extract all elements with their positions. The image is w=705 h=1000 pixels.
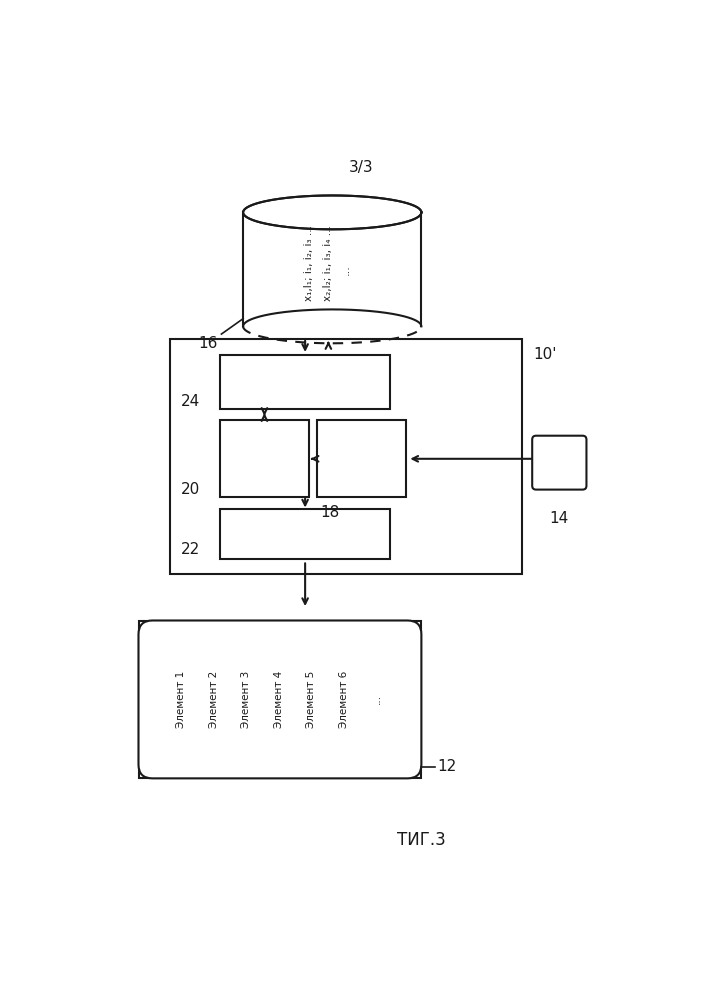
Bar bbox=[169, 339, 522, 574]
FancyBboxPatch shape bbox=[138, 620, 422, 778]
Bar bbox=[138, 620, 422, 778]
Text: Элемент 2: Элемент 2 bbox=[209, 671, 219, 728]
Text: Элемент 6: Элемент 6 bbox=[339, 671, 349, 728]
Text: 24: 24 bbox=[181, 394, 200, 409]
Text: 18: 18 bbox=[321, 505, 340, 520]
Text: x₁,I₁; i₁, i₂, i₃ ...: x₁,I₁; i₁, i₂, i₃ ... bbox=[304, 225, 314, 301]
Text: Элемент 3: Элемент 3 bbox=[241, 671, 251, 728]
Text: 20: 20 bbox=[181, 482, 200, 497]
Bar bbox=[243, 212, 422, 326]
Bar bbox=[220, 355, 391, 409]
Text: ...: ... bbox=[372, 694, 381, 704]
Bar bbox=[220, 509, 391, 559]
Text: Элемент 5: Элемент 5 bbox=[307, 671, 317, 728]
Text: 12: 12 bbox=[437, 759, 456, 774]
Text: x₂,I₂; i₁, i₃, i₄ ...: x₂,I₂; i₁, i₃, i₄ ... bbox=[324, 225, 333, 301]
FancyBboxPatch shape bbox=[532, 436, 587, 490]
Text: Элемент 4: Элемент 4 bbox=[274, 671, 284, 728]
Text: 10': 10' bbox=[534, 347, 557, 362]
Bar bbox=[220, 420, 309, 497]
Ellipse shape bbox=[243, 195, 422, 229]
Text: Элемент 1: Элемент 1 bbox=[176, 671, 186, 728]
Bar bbox=[317, 420, 406, 497]
Text: 22: 22 bbox=[181, 542, 200, 557]
Text: 16: 16 bbox=[199, 336, 218, 351]
Text: 14: 14 bbox=[550, 511, 569, 526]
Text: ΤИГ.3: ΤИГ.3 bbox=[397, 831, 446, 849]
Text: ...: ... bbox=[341, 264, 350, 275]
Text: 3/3: 3/3 bbox=[348, 160, 373, 175]
